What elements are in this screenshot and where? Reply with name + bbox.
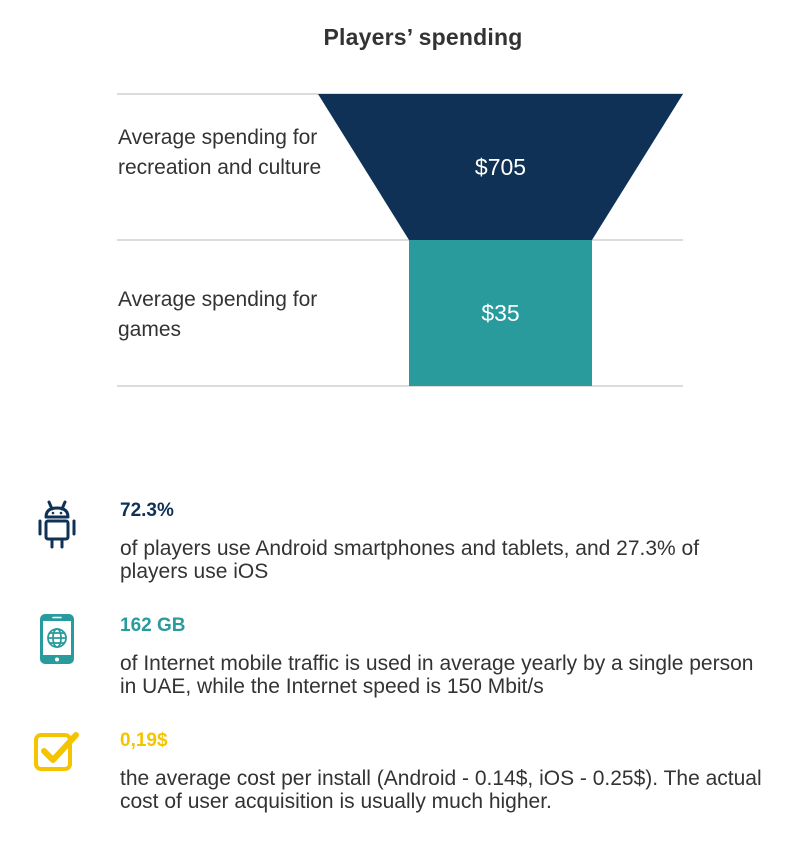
stat-desc-install-cost: the average cost per install (Android - … — [120, 767, 762, 813]
stat-value-android: 72.3% — [120, 500, 174, 521]
stage-value-recreation: $705 — [474, 154, 527, 180]
mobile-globe-icon — [33, 614, 81, 664]
stat-value-install-cost: 0,19$ — [120, 730, 168, 751]
funnel-svg — [117, 93, 683, 387]
stat-desc-android: of players use Android smartphones and t… — [120, 537, 700, 583]
stage-label-recreation: Average spending for recreation and cult… — [118, 126, 322, 179]
stage-value-games: $35 — [481, 300, 520, 326]
chart-title: Players’ spending — [323, 24, 523, 50]
stat-value-traffic: 162 GB — [120, 615, 186, 636]
funnel-stage-recreation — [318, 94, 683, 240]
stat-desc-traffic: of Internet mobile traffic is used in av… — [120, 652, 754, 698]
checkbox-icon — [33, 727, 81, 775]
stage-label-games: Average spending for games — [118, 288, 318, 341]
spending-funnel: Average spending for recreation and cult… — [0, 0, 800, 420]
android-icon — [33, 499, 81, 549]
funnel-stage-games — [409, 240, 592, 386]
